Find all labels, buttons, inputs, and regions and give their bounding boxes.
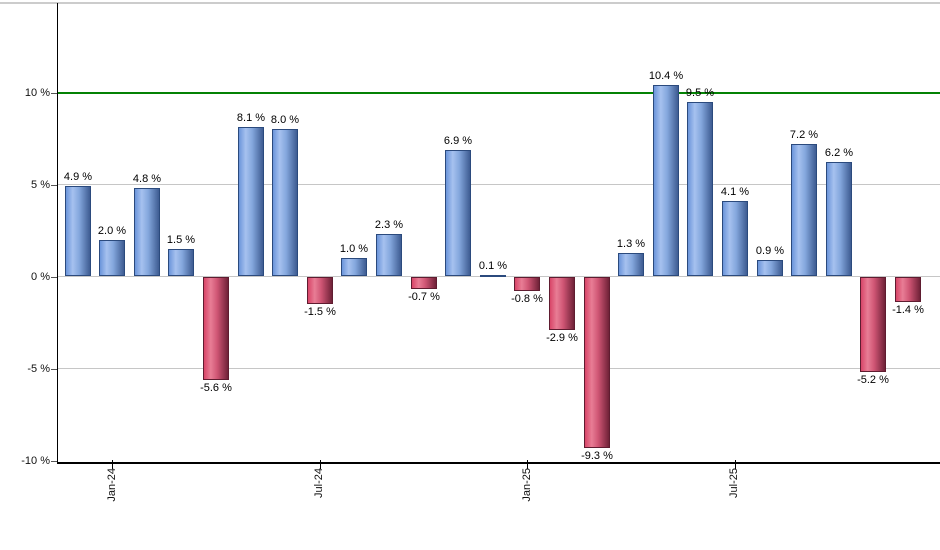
y-axis	[57, 3, 58, 463]
y-axis-label: 10 %	[24, 87, 50, 99]
bar	[584, 277, 610, 448]
plot-top-border	[0, 2, 940, 4]
x-tick-Jul-24	[320, 460, 321, 469]
bar-value-label: -5.2 %	[857, 374, 889, 386]
bar-value-label: -2.9 %	[546, 332, 578, 344]
bar-value-label: -1.5 %	[304, 306, 336, 318]
y-axis-label: 0 %	[31, 271, 50, 283]
x-axis-label: Jan-25	[521, 468, 533, 502]
bar	[134, 188, 160, 276]
y-axis-label: -10 %	[21, 455, 50, 467]
bar	[549, 277, 575, 330]
bar	[826, 162, 852, 276]
bar	[895, 277, 921, 302]
bar-value-label: 2.0 %	[97, 225, 127, 237]
bar-value-label: -0.8 %	[511, 293, 543, 305]
x-axis-label: Jan-24	[106, 468, 118, 502]
y-tick-10	[51, 93, 57, 94]
bar	[168, 249, 194, 276]
y-tick--5	[51, 369, 57, 370]
bar-value-label: 1.0 %	[339, 243, 369, 255]
bar-value-label: 0.1 %	[478, 260, 508, 272]
bar	[618, 253, 644, 276]
bar	[272, 129, 298, 276]
bar-value-label: 8.0 %	[270, 114, 300, 126]
x-tick-Jan-25	[527, 460, 528, 469]
bar-value-label: -9.3 %	[581, 450, 613, 462]
bar	[307, 277, 333, 304]
bar	[860, 277, 886, 372]
bar-value-label: 2.3 %	[374, 219, 404, 231]
bar	[687, 102, 713, 276]
bar	[445, 150, 471, 276]
y-axis-label: 5 %	[31, 179, 50, 191]
bar-value-label: 1.5 %	[166, 234, 196, 246]
x-axis-label: Jul-24	[313, 468, 325, 498]
bar	[722, 201, 748, 276]
bar	[791, 144, 817, 276]
bar	[480, 275, 506, 277]
bar	[203, 277, 229, 380]
bar	[65, 186, 91, 276]
bar-value-label: -1.4 %	[892, 304, 924, 316]
bar	[653, 85, 679, 276]
gridline-5	[57, 184, 940, 185]
bar-value-label: 6.2 %	[824, 147, 854, 159]
x-tick-Jul-25	[735, 460, 736, 469]
reference-line-10pct	[57, 92, 940, 94]
x-axis	[57, 462, 940, 464]
bar-value-label: 4.1 %	[720, 186, 750, 198]
bar-value-label: 1.3 %	[616, 238, 646, 250]
y-tick-5	[51, 185, 57, 186]
bar-value-label: 0.9 %	[755, 245, 785, 257]
bar-value-label: 6.9 %	[443, 135, 473, 147]
y-tick-0	[51, 277, 57, 278]
bar	[757, 260, 783, 276]
bar-value-label: 8.1 %	[236, 112, 266, 124]
bar	[411, 277, 437, 289]
bar-value-label: 10.4 %	[648, 70, 684, 82]
bar	[376, 234, 402, 276]
x-tick-Jan-24	[112, 460, 113, 469]
bar-value-label: 9.5 %	[685, 87, 715, 99]
y-axis-label: -5 %	[27, 363, 50, 375]
bar	[341, 258, 367, 276]
bar	[99, 240, 125, 276]
bar	[514, 277, 540, 291]
bar-value-label: 4.9 %	[63, 171, 93, 183]
bar-value-label: 7.2 %	[789, 129, 819, 141]
bar	[238, 127, 264, 276]
gridline--5	[57, 368, 940, 369]
bar-value-label: 4.8 %	[132, 173, 162, 185]
x-axis-label: Jul-25	[728, 468, 740, 498]
bar-value-label: -5.6 %	[200, 382, 232, 394]
y-tick--10	[51, 461, 57, 462]
bar-value-label: -0.7 %	[408, 291, 440, 303]
